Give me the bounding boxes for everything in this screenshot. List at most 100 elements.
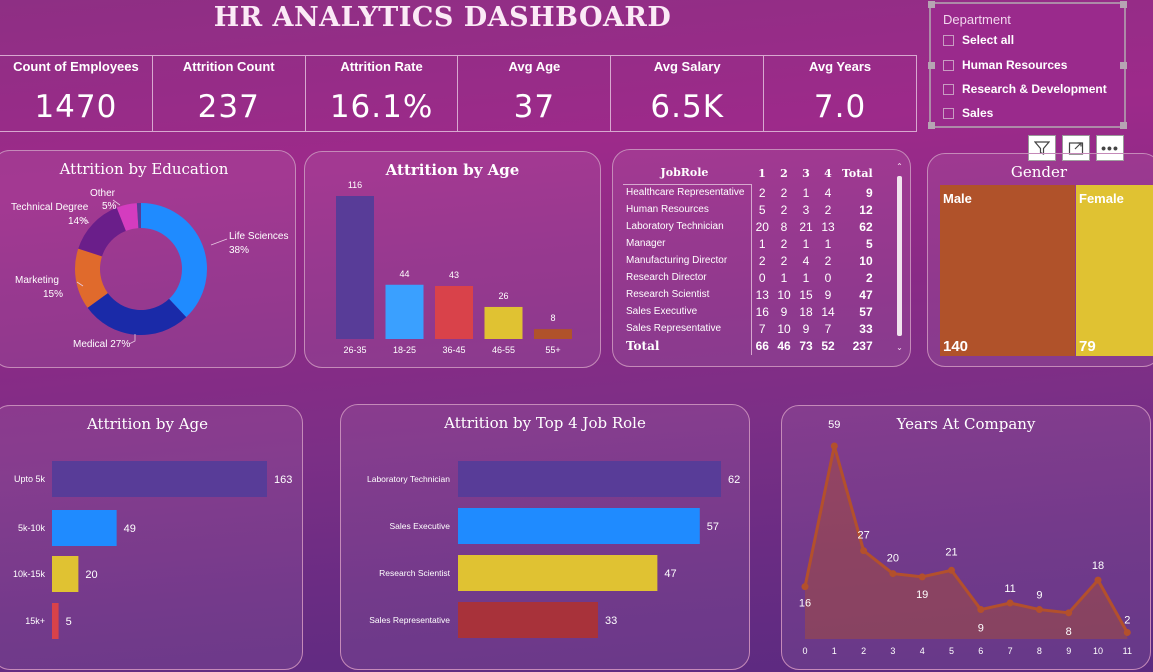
area-point [889, 570, 897, 578]
kpi-value: 37 [513, 89, 556, 125]
point-value-label: 20 [887, 553, 899, 565]
area-point [801, 583, 809, 591]
table-row[interactable]: Research Scientist 13 10 15 9 47 [623, 286, 876, 303]
more-options-button[interactable]: ••• [1096, 135, 1124, 161]
row-total-cell: 5 [865, 236, 873, 251]
kpi-label: Attrition Count [182, 59, 275, 74]
slicer-option-label: Select all [962, 33, 1015, 47]
table-row[interactable]: Human Resources 5 2 3 2 12 [623, 201, 876, 218]
column-header[interactable]: Total [842, 166, 873, 180]
table-scrollbar[interactable]: ⌃ ⌄ [896, 162, 903, 352]
donut-slice [116, 203, 139, 231]
value-cell: 13 [821, 219, 835, 234]
x-tick-label: 3 [890, 646, 895, 656]
checkbox[interactable] [943, 59, 954, 71]
donut-pct-life-sciences: 38% [229, 245, 249, 256]
table-row[interactable]: Healthcare Representative 2 2 1 4 9 [623, 183, 876, 201]
department-slicer[interactable]: Department Select all Human Resources Re… [928, 1, 1127, 129]
donut-label-other: Other [90, 188, 116, 199]
donut-slice [78, 207, 126, 257]
jobrole-cell: Healthcare Representative [623, 183, 751, 201]
kpi-label: Avg Age [508, 59, 561, 74]
resize-handle[interactable] [1120, 1, 1127, 8]
filter-button[interactable] [1028, 135, 1056, 161]
donut-label-medical: Medical 27% [73, 339, 130, 350]
point-value-label: 59 [828, 419, 840, 431]
resize-handle[interactable] [1120, 62, 1127, 69]
card-title: Attrition by Top 4 Job Role [444, 414, 646, 432]
donut-slice [136, 203, 141, 229]
card-title: Attrition by Education [59, 160, 229, 178]
bar-value-label: 44 [399, 269, 409, 279]
value-cell: 9 [824, 287, 832, 302]
slicer-option-research-development[interactable]: Research & Development [943, 82, 1107, 96]
x-tick-label: 11 [1123, 646, 1132, 656]
education-donut-chart[interactable]: Life Sciences 38% Medical 27% Marketing … [0, 151, 297, 369]
focus-mode-button[interactable] [1062, 135, 1090, 161]
table-row[interactable]: Research Director 0 1 1 0 2 [623, 269, 876, 286]
point-value-label: 2 [1124, 614, 1130, 626]
grand-total-cell: 237 [852, 339, 873, 353]
checkbox[interactable] [943, 34, 954, 46]
slicer-option-human-resources[interactable]: Human Resources [943, 58, 1067, 72]
area-line [803, 445, 1129, 634]
age-bar-card: Attrition by Age 116 26-35 44 18-25 43 36-45 2… [304, 151, 601, 368]
total-label: Total [626, 339, 660, 353]
resize-handle[interactable] [928, 122, 935, 129]
kpi-avg-years[interactable]: Avg Years 7.0 [764, 56, 916, 131]
kpi-avg-salary[interactable]: Avg Salary 6.5K [611, 56, 765, 131]
table-row[interactable]: Manager 1 2 1 1 5 [623, 235, 876, 252]
table-row[interactable]: Sales Executive 16 9 18 14 57 [623, 303, 876, 320]
slicer-option-select-all[interactable]: Select all [943, 33, 1014, 47]
column-header[interactable]: 2 [780, 166, 788, 180]
scroll-down-icon[interactable]: ⌄ [896, 343, 903, 352]
checkbox[interactable] [943, 107, 954, 119]
scroll-up-icon[interactable]: ⌃ [896, 162, 903, 171]
resize-handle[interactable] [1120, 122, 1127, 129]
age-bar-chart[interactable]: 116 26-35 44 18-25 43 36-45 26 46-55 8 55+ [305, 152, 602, 369]
area-point [830, 442, 838, 450]
value-cell: 7 [824, 321, 832, 336]
card-title: Attrition by Age [86, 415, 209, 433]
area-point [1065, 609, 1073, 617]
gender-tile-male[interactable]: Male 140 [940, 185, 1075, 356]
x-tick-label: 1 [832, 646, 837, 656]
slicer-option-sales[interactable]: Sales [943, 106, 993, 120]
resize-handle[interactable] [928, 1, 935, 8]
kpi-attrition-rate[interactable]: Attrition Rate 16.1% [306, 56, 459, 131]
jobrole-bar-card: Attrition by Top 4 Job Role 62 Laboratory… [340, 404, 750, 670]
salary-bar [52, 556, 79, 592]
bar-value-label: 49 [124, 523, 136, 535]
scrollbar-thumb[interactable] [897, 176, 902, 336]
bar-value-label: 33 [605, 615, 617, 627]
kpi-value: 16.1% [329, 89, 434, 125]
jobrole-bar-chart[interactable]: 62 Laboratory Technician 57 Sales Executive… [341, 405, 751, 671]
table-row[interactable]: Laboratory Technician 20 8 21 13 62 [623, 218, 876, 235]
kpi-count-of-employees[interactable]: Count of Employees 1470 [0, 56, 153, 131]
checkbox[interactable] [943, 83, 954, 95]
kpi-value: 1470 [34, 89, 118, 125]
value-cell: 15 [799, 287, 813, 302]
column-header[interactable]: 1 [758, 166, 766, 180]
jobrole-cell: Manufacturing Director [626, 255, 728, 266]
jobrole-cell: Manager [626, 238, 666, 249]
column-header[interactable]: 3 [802, 166, 810, 180]
gender-tile-female[interactable]: Female 79 [1076, 185, 1153, 356]
bar-category-label: Upto 5k [14, 474, 46, 484]
resize-handle[interactable] [928, 62, 935, 69]
column-header[interactable]: JobRole [660, 166, 709, 180]
total-cell: 73 [799, 339, 813, 353]
bar-category-label: Research Scientist [379, 568, 451, 578]
table-row[interactable]: Manufacturing Director 2 2 4 2 10 [623, 252, 876, 269]
kpi-avg-age[interactable]: Avg Age 37 [458, 56, 612, 131]
salary-bar-card: Attrition by Age 163 Upto 5k 49 5k-10k 20 10k… [0, 405, 303, 670]
column-header[interactable]: 4 [824, 166, 832, 180]
area-point [1094, 576, 1102, 584]
donut-slices [75, 203, 207, 335]
kpi-label: Count of Employees [13, 59, 139, 74]
point-value-label: 9 [1036, 590, 1042, 602]
table-row[interactable]: Sales Representative 7 10 9 7 33 [623, 320, 876, 337]
salary-bar-chart[interactable]: 163 Upto 5k 49 5k-10k 20 10k-15k 5 15k+ [0, 406, 304, 671]
kpi-attrition-count[interactable]: Attrition Count 237 [153, 56, 306, 131]
